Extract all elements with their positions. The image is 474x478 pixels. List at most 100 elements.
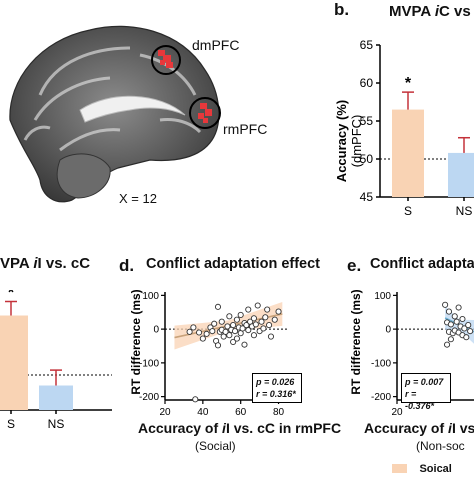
cerebellum	[56, 153, 111, 199]
y-tick-label: -200	[371, 392, 391, 403]
data-point	[196, 329, 203, 336]
data-point	[252, 321, 259, 328]
data-point	[237, 311, 244, 319]
data-point	[455, 304, 462, 311]
x-tick-label: S	[7, 417, 15, 431]
data-point	[258, 318, 265, 325]
data-point	[226, 313, 233, 320]
panel-d-xlabel-prefix: Accuracy of	[138, 420, 223, 436]
data-point	[211, 320, 218, 327]
roi-dmpfc-circle	[151, 45, 181, 75]
bar-s	[392, 109, 424, 197]
data-point	[451, 313, 458, 320]
data-point	[214, 303, 222, 310]
panel-d-ylabel: RT difference (ms)	[129, 289, 143, 394]
legend-social-label: Soical	[419, 462, 452, 475]
data-point	[245, 306, 252, 313]
y-tick-label: 65	[360, 38, 374, 52]
x-tick-label: 60	[235, 407, 247, 418]
legend-social-swatch	[392, 464, 407, 474]
data-point	[226, 332, 233, 339]
x-tick-label: NS	[456, 204, 473, 218]
panel-d-xlabel-italic: i	[222, 420, 226, 436]
x-tick-label: 20	[159, 407, 171, 418]
panel-lb-title: VPA iI vs. cC	[0, 255, 90, 272]
y-tick-label: -100	[371, 358, 391, 369]
y-tick-label: 45	[360, 190, 374, 204]
sagittal-brain-image	[9, 25, 221, 203]
panel-e-stats-box: p = 0.007 r = -0.376*	[401, 373, 451, 411]
panel-e-xlabel: Accuracy of iI vs.	[364, 420, 474, 436]
data-point	[275, 308, 282, 315]
data-point	[461, 325, 468, 332]
panel-e-stats-r: r = -0.376*	[405, 389, 435, 411]
panel-e-xlabel-italic: i	[448, 420, 452, 436]
panel-b-title-prefix: MVPA	[389, 3, 435, 20]
panel-e-title: Conflict adaptati	[370, 256, 474, 272]
data-point	[453, 318, 460, 325]
data-point	[214, 342, 222, 349]
panel-lb-title-prefix: VPA	[0, 255, 34, 272]
panel-e-xlabel-2: (Non-soc	[416, 439, 465, 453]
panel-d-xlabel-rest: I vs. cC in rmPFC	[225, 420, 342, 436]
brain-panel: dmPFC rmPFC X = 12	[0, 0, 267, 222]
panel-d-xlabel-2: (Social)	[195, 439, 236, 453]
panel-b-ylabel-2: (dmPFC)	[349, 115, 364, 168]
panel-b-chart: 45 50 55 60 65 S NS * Accuracy (%) (dmPFC)	[334, 38, 474, 218]
data-point	[224, 323, 231, 330]
data-point	[222, 328, 229, 335]
panel-d-chart: -200 -100 0 100 20 40 60 80 RT difference (ms)	[129, 289, 288, 418]
panel-d-xlabel: Accuracy of iI vs. cC in rmPFC	[138, 420, 341, 436]
cortex-shape	[9, 25, 220, 203]
y-tick-label: 60	[360, 76, 374, 90]
significance-star: *	[8, 290, 15, 302]
corpus-callosum	[79, 95, 186, 123]
x-tick-label: 80	[273, 407, 285, 418]
data-point	[254, 302, 261, 309]
panel-b-title-italic: i	[434, 3, 440, 20]
y-tick-label: -100	[139, 358, 159, 369]
data-point	[203, 330, 210, 337]
data-point	[190, 324, 197, 331]
y-tick-label: 100	[374, 291, 391, 302]
data-point	[230, 322, 237, 329]
data-point	[250, 315, 257, 322]
data-point	[467, 328, 474, 335]
panel-e-stats-p: p = 0.007	[405, 377, 444, 387]
roi-rmpfc-blob	[198, 103, 212, 123]
data-point	[271, 316, 278, 323]
data-point	[266, 322, 273, 329]
panel-lb-title-italic: i	[33, 255, 38, 272]
panel-e-xlabel-rest: I vs.	[451, 420, 474, 436]
data-point	[444, 341, 451, 348]
x-tick-label: NS	[48, 417, 65, 431]
data-point	[447, 336, 454, 343]
data-point	[192, 396, 199, 403]
data-point	[442, 301, 449, 308]
data-point	[241, 341, 248, 348]
y-tick-label: 0	[385, 325, 391, 336]
panel-lb-chart: S NS *	[0, 290, 112, 431]
data-point	[250, 332, 257, 339]
roi-rmpfc-circle	[189, 97, 221, 129]
y-tick-label: 0	[153, 325, 159, 336]
data-point	[186, 328, 193, 335]
y-tick-label: 100	[142, 291, 159, 302]
data-point	[231, 328, 239, 335]
data-point	[233, 316, 240, 323]
data-point	[459, 315, 466, 323]
panel-d-stats-r: r = 0.316*	[256, 389, 296, 399]
panel-e-xlabel-prefix: Accuracy of	[364, 420, 449, 436]
panel-e-chart: -200 -100 0 100 20 RT difference (ms)	[349, 289, 474, 418]
roi-dmpfc-blob	[158, 50, 173, 68]
data-point	[264, 306, 271, 313]
x-tick-label: 20	[391, 407, 403, 418]
data-point	[447, 321, 454, 328]
data-point	[233, 335, 240, 342]
data-point	[230, 338, 237, 345]
data-point	[239, 325, 246, 332]
panel-d-stats-p: p = 0.026	[256, 377, 295, 387]
panel-d-stats-box: p = 0.026 r = 0.316*	[252, 373, 302, 403]
panel-letter-b: b.	[334, 0, 350, 19]
panel-b-title: MVPA iC vs	[389, 3, 471, 20]
